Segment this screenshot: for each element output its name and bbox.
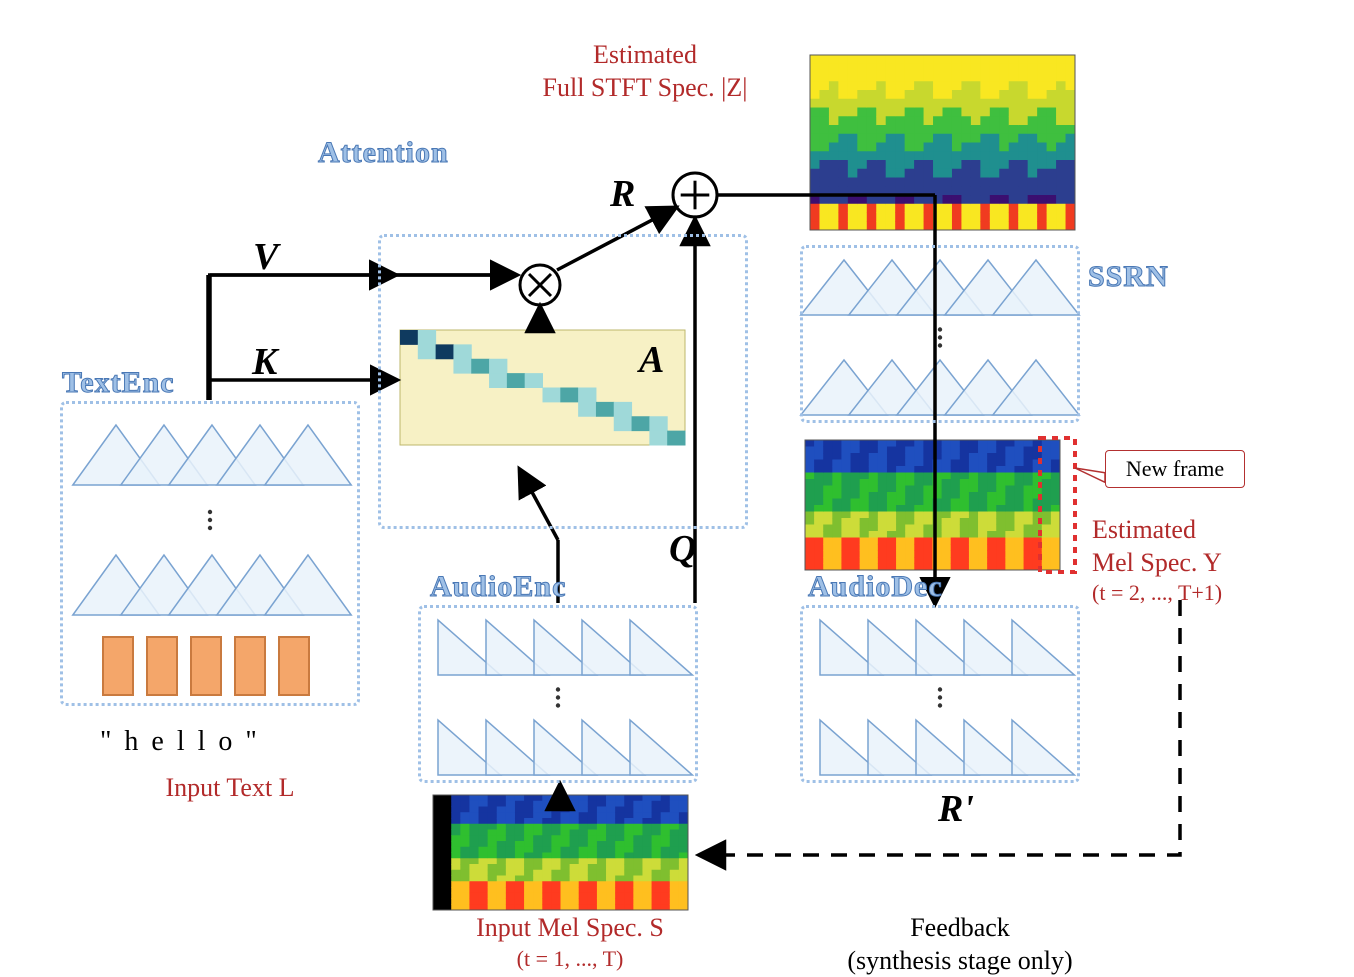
math-label-R: R' — [938, 787, 974, 831]
module-audioenc — [418, 605, 698, 783]
math-label-Q: Q — [669, 527, 696, 571]
module-attention — [378, 234, 748, 529]
new-frame-callout: New frame — [1105, 450, 1245, 488]
module-label: SSRN — [1088, 260, 1169, 294]
embedding-box — [234, 636, 266, 696]
module-label: TextEnc — [62, 366, 175, 400]
embedding-box — [146, 636, 178, 696]
caption: Input Text L — [80, 772, 380, 805]
math-label-R: R — [610, 172, 635, 216]
caption: Input Mel Spec. S(t = 1, ..., T) — [420, 912, 720, 972]
embedding-box — [278, 636, 310, 696]
math-label-K: K — [252, 340, 277, 384]
caption: EstimatedFull STFT Spec. |Z| — [495, 39, 795, 104]
module-ssrn — [800, 245, 1080, 423]
input-text-sample: " h e l l o " — [100, 726, 260, 758]
math-label-V: V — [253, 235, 278, 279]
module-label: Attention — [318, 136, 449, 170]
embedding-box — [190, 636, 222, 696]
caption: Feedback(synthesis stage only) — [810, 912, 1110, 977]
module-label: AudioDec — [808, 570, 943, 604]
embedding-box — [102, 636, 134, 696]
module-label: AudioEnc — [430, 570, 566, 604]
module-audiodec — [800, 605, 1080, 783]
math-label-A: A — [639, 338, 664, 382]
caption: EstimatedMel Spec. Y(t = 2, ..., T+1) — [1092, 514, 1354, 607]
